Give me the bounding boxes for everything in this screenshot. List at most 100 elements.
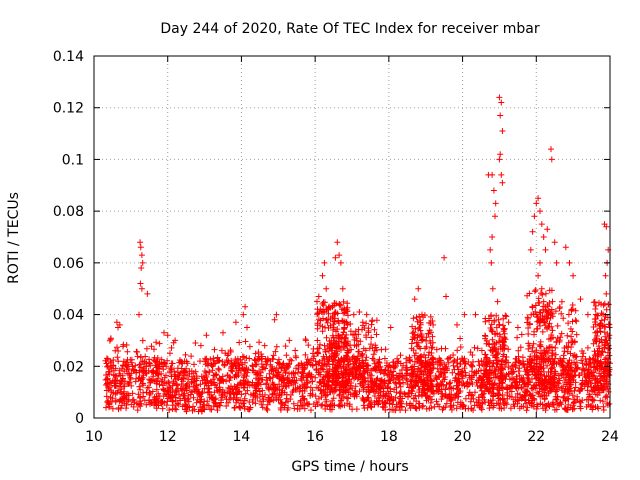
- data-point: [301, 396, 308, 403]
- data-point: [256, 339, 263, 346]
- data-point: [319, 272, 326, 279]
- data-point: [365, 375, 371, 381]
- data-point: [548, 384, 555, 391]
- data-point: [238, 391, 245, 398]
- data-point: [434, 365, 441, 372]
- data-point: [120, 341, 127, 348]
- data-point: [518, 403, 525, 410]
- y-axis-label: ROTI / TECUs: [6, 192, 22, 284]
- data-point: [592, 391, 599, 398]
- data-point: [577, 296, 584, 303]
- data-point: [338, 347, 344, 353]
- data-point: [381, 355, 388, 362]
- data-point: [606, 345, 612, 352]
- data-point: [152, 362, 159, 369]
- data-point: [151, 394, 158, 401]
- data-point: [353, 393, 360, 400]
- data-point: [103, 387, 110, 394]
- data-point: [411, 352, 418, 359]
- data-point: [178, 381, 185, 388]
- data-point: [606, 352, 613, 359]
- data-point: [124, 356, 131, 363]
- data-point: [498, 171, 505, 178]
- data-point: [237, 367, 244, 374]
- data-point: [532, 308, 539, 315]
- data-point: [119, 365, 125, 372]
- data-point: [538, 372, 545, 379]
- data-point: [418, 337, 425, 344]
- data-point: [264, 355, 271, 362]
- data-point: [606, 332, 613, 339]
- data-points-layer: [102, 94, 613, 415]
- data-point: [557, 334, 564, 341]
- data-point: [359, 319, 366, 326]
- data-point: [250, 363, 256, 370]
- data-point: [570, 272, 577, 279]
- data-point: [559, 372, 566, 379]
- data-point: [309, 362, 316, 369]
- data-point: [427, 399, 434, 406]
- data-point: [572, 384, 579, 391]
- data-point: [475, 358, 482, 365]
- data-point: [447, 379, 454, 386]
- data-point: [335, 402, 342, 409]
- data-point: [555, 359, 562, 366]
- data-point: [411, 331, 418, 338]
- data-point: [326, 374, 333, 381]
- data-point: [150, 373, 157, 380]
- data-point: [558, 330, 565, 337]
- data-point: [526, 321, 533, 328]
- data-point: [245, 379, 252, 386]
- data-point: [246, 399, 253, 405]
- data-point: [541, 373, 548, 380]
- data-point: [421, 351, 428, 358]
- data-point: [498, 405, 505, 412]
- data-point: [371, 326, 378, 333]
- data-point: [314, 310, 321, 317]
- data-point: [502, 399, 509, 406]
- data-point: [373, 367, 380, 374]
- data-point: [502, 312, 509, 319]
- x-tick-label: 12: [159, 429, 177, 445]
- data-point: [554, 400, 561, 407]
- data-point: [368, 367, 375, 374]
- data-point: [360, 402, 367, 409]
- data-point: [518, 394, 525, 401]
- data-point: [308, 407, 314, 414]
- data-point: [530, 340, 537, 347]
- data-point: [375, 400, 382, 407]
- data-point: [595, 405, 602, 412]
- data-point: [312, 403, 319, 410]
- data-point: [409, 323, 416, 330]
- data-point: [172, 405, 178, 412]
- data-point: [419, 336, 426, 343]
- data-point: [457, 335, 464, 342]
- data-point: [459, 373, 466, 380]
- data-point: [273, 311, 280, 318]
- data-point: [350, 368, 356, 375]
- data-point: [549, 298, 556, 305]
- data-point: [533, 311, 540, 318]
- data-point: [506, 376, 513, 383]
- data-point: [379, 393, 386, 400]
- data-point: [336, 320, 342, 327]
- data-point: [579, 348, 585, 354]
- data-point: [602, 313, 609, 319]
- data-point: [260, 364, 267, 371]
- data-point: [499, 128, 506, 134]
- y-tick-label: 0: [75, 411, 84, 427]
- data-point: [263, 361, 270, 368]
- data-point: [339, 317, 346, 324]
- data-point: [345, 369, 352, 376]
- data-point: [273, 343, 280, 350]
- data-point: [519, 354, 526, 361]
- data-point: [517, 344, 524, 351]
- data-point: [527, 366, 534, 373]
- data-point: [139, 374, 146, 381]
- data-point: [333, 328, 339, 335]
- data-point: [198, 407, 205, 414]
- data-point: [172, 337, 179, 344]
- data-point: [442, 391, 449, 398]
- data-point: [302, 337, 309, 344]
- data-point: [145, 384, 152, 391]
